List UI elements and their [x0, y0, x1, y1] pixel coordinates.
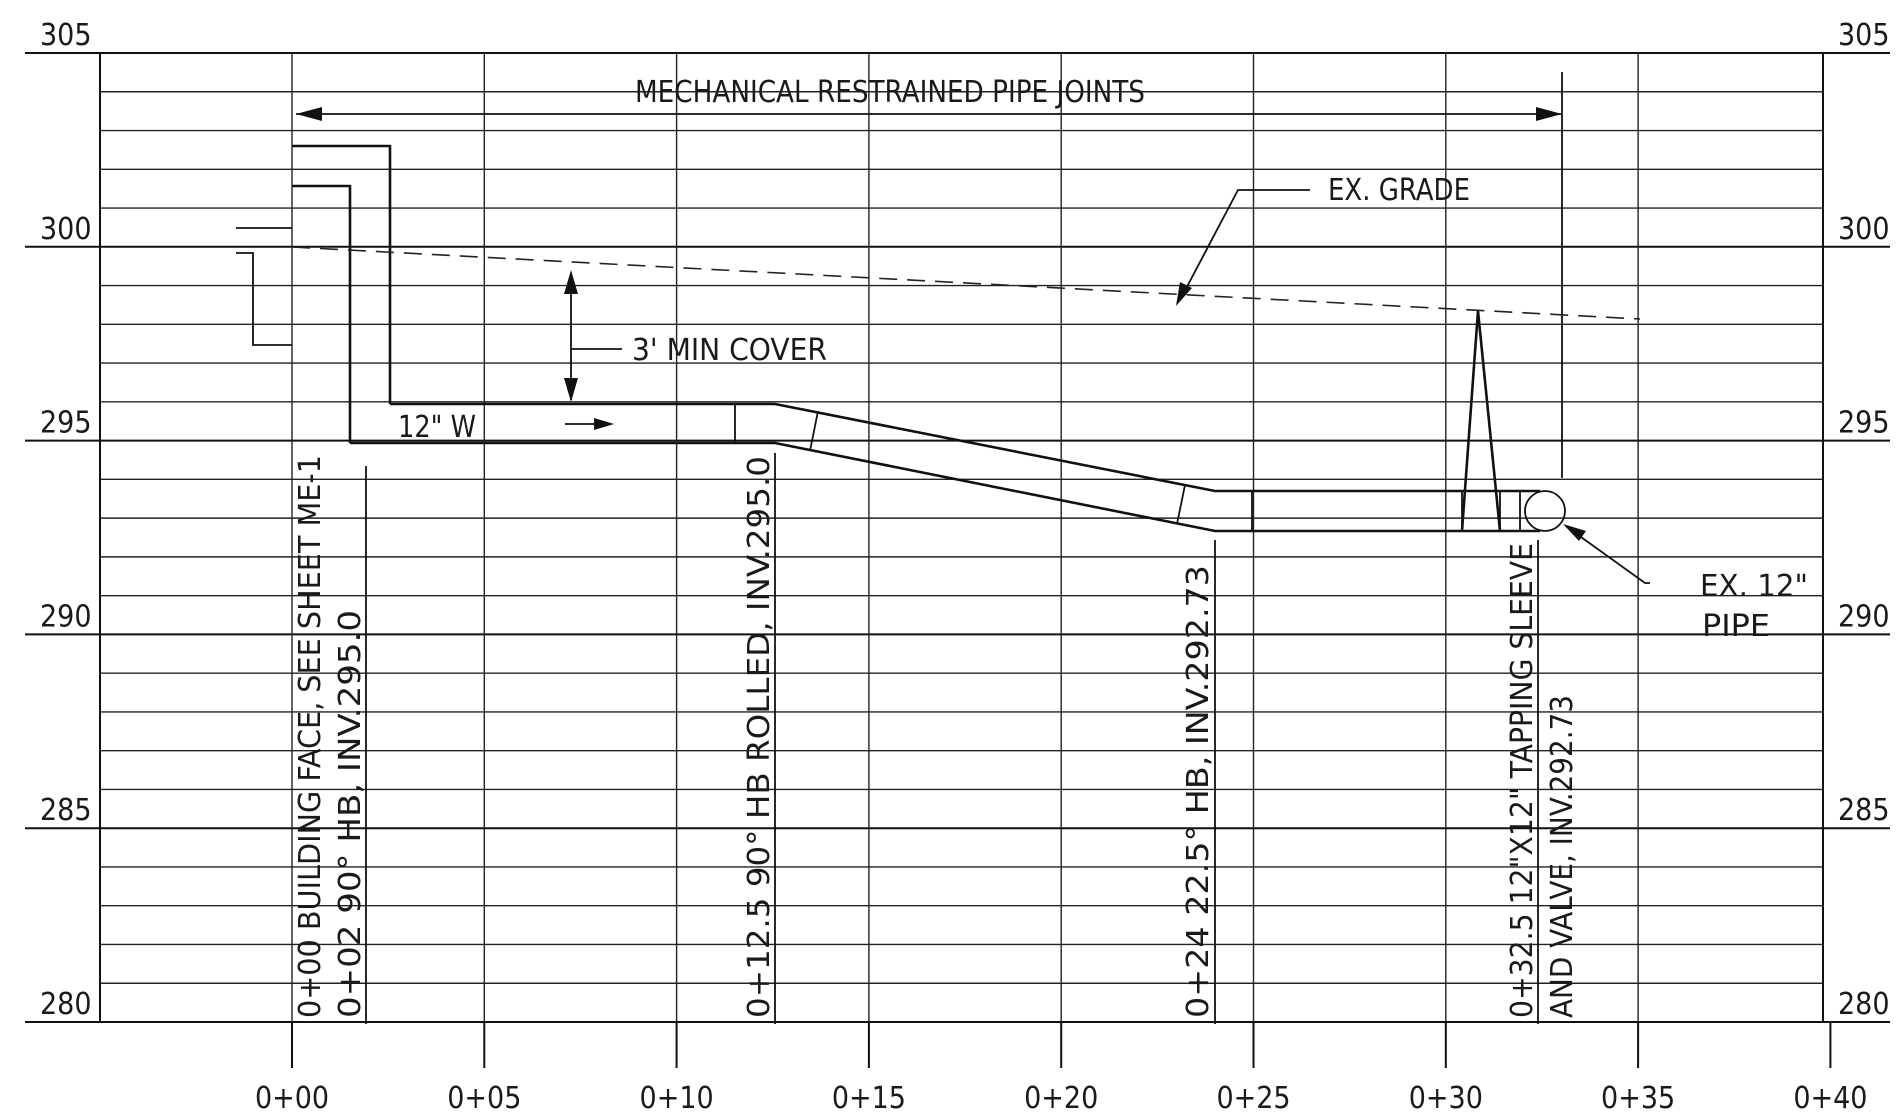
x-tick-label: 0+05 [447, 1081, 521, 1116]
x-tick-label: 0+10 [640, 1081, 714, 1116]
x-tick-label: 0+20 [1024, 1081, 1098, 1116]
y-tick-label-right: 300 [1838, 212, 1890, 247]
x-tick-label: 0+40 [1793, 1081, 1867, 1116]
x-tick-label: 0+00 [255, 1081, 329, 1116]
restrained-joints-dimension: MECHANICAL RESTRAINED PIPE JOINTS [296, 72, 1563, 478]
y-tick-label-right: 295 [1838, 406, 1890, 441]
note-hb-0-12-5: 0+12.5 90° HB ROLLED, INV.295.0 [742, 456, 777, 1018]
min-cover-label: 3' MIN COVER [632, 333, 827, 368]
y-tick-label-left: 300 [40, 212, 92, 247]
y-tick-label-right: 290 [1838, 599, 1890, 634]
existing-grade-label: EX. GRADE [1328, 173, 1470, 208]
y-tick-label-left: 295 [40, 406, 92, 441]
x-tick-label: 0+35 [1601, 1081, 1675, 1116]
y-tick-label-right: 305 [1838, 18, 1890, 53]
y-tick-label-right: 280 [1838, 987, 1890, 1022]
water-pipe-profile: 12" W [350, 310, 1566, 533]
station-notes: 0+00 BUILDING FACE, SEE SHEET ME-1 0+02 … [293, 455, 1580, 1018]
station-leaders [365, 453, 1539, 1024]
note-valve: AND VALVE, INV.292.73 [1545, 695, 1580, 1018]
building-structure [236, 144, 392, 443]
existing-pipe-callout: EX. 12" PIPE [1563, 524, 1808, 644]
pipe-size-label: 12" W [398, 410, 476, 445]
y-tick-label-left: 305 [40, 18, 92, 53]
y-tick-label-right: 285 [1838, 793, 1890, 828]
existing-grade: EX. GRADE [291, 173, 1641, 320]
note-tapping-sleeve: 0+32.5 12"X12" TAPPING SLEEVE [1505, 543, 1540, 1018]
note-hb-0-24: 0+24 22.5° HB, INV.292.73 [1181, 565, 1216, 1018]
y-tick-label-left: 285 [40, 793, 92, 828]
existing-pipe-label-line2: PIPE [1702, 609, 1770, 644]
note-building-face: 0+00 BUILDING FACE, SEE SHEET ME-1 [293, 455, 328, 1018]
min-cover-dimension: 3' MIN COVER [564, 270, 827, 402]
grid-layer [25, 52, 1890, 1068]
x-tick-label: 0+15 [832, 1081, 906, 1116]
y-tick-label-left: 290 [40, 599, 92, 634]
axis-labels: 0+00 0+05 0+10 0+15 0+20 0+25 0+30 0+35 0+40 305 3… [40, 18, 1890, 1116]
x-tick-label: 0+25 [1216, 1081, 1290, 1116]
x-tick-label: 0+30 [1409, 1081, 1483, 1116]
note-hb-0-02: 0+02 90° HB, INV.295.0 [333, 610, 368, 1018]
restrained-joints-note: MECHANICAL RESTRAINED PIPE JOINTS [635, 75, 1145, 110]
y-tick-label-left: 280 [40, 987, 92, 1022]
existing-pipe-label-line1: EX. 12" [1700, 569, 1808, 604]
